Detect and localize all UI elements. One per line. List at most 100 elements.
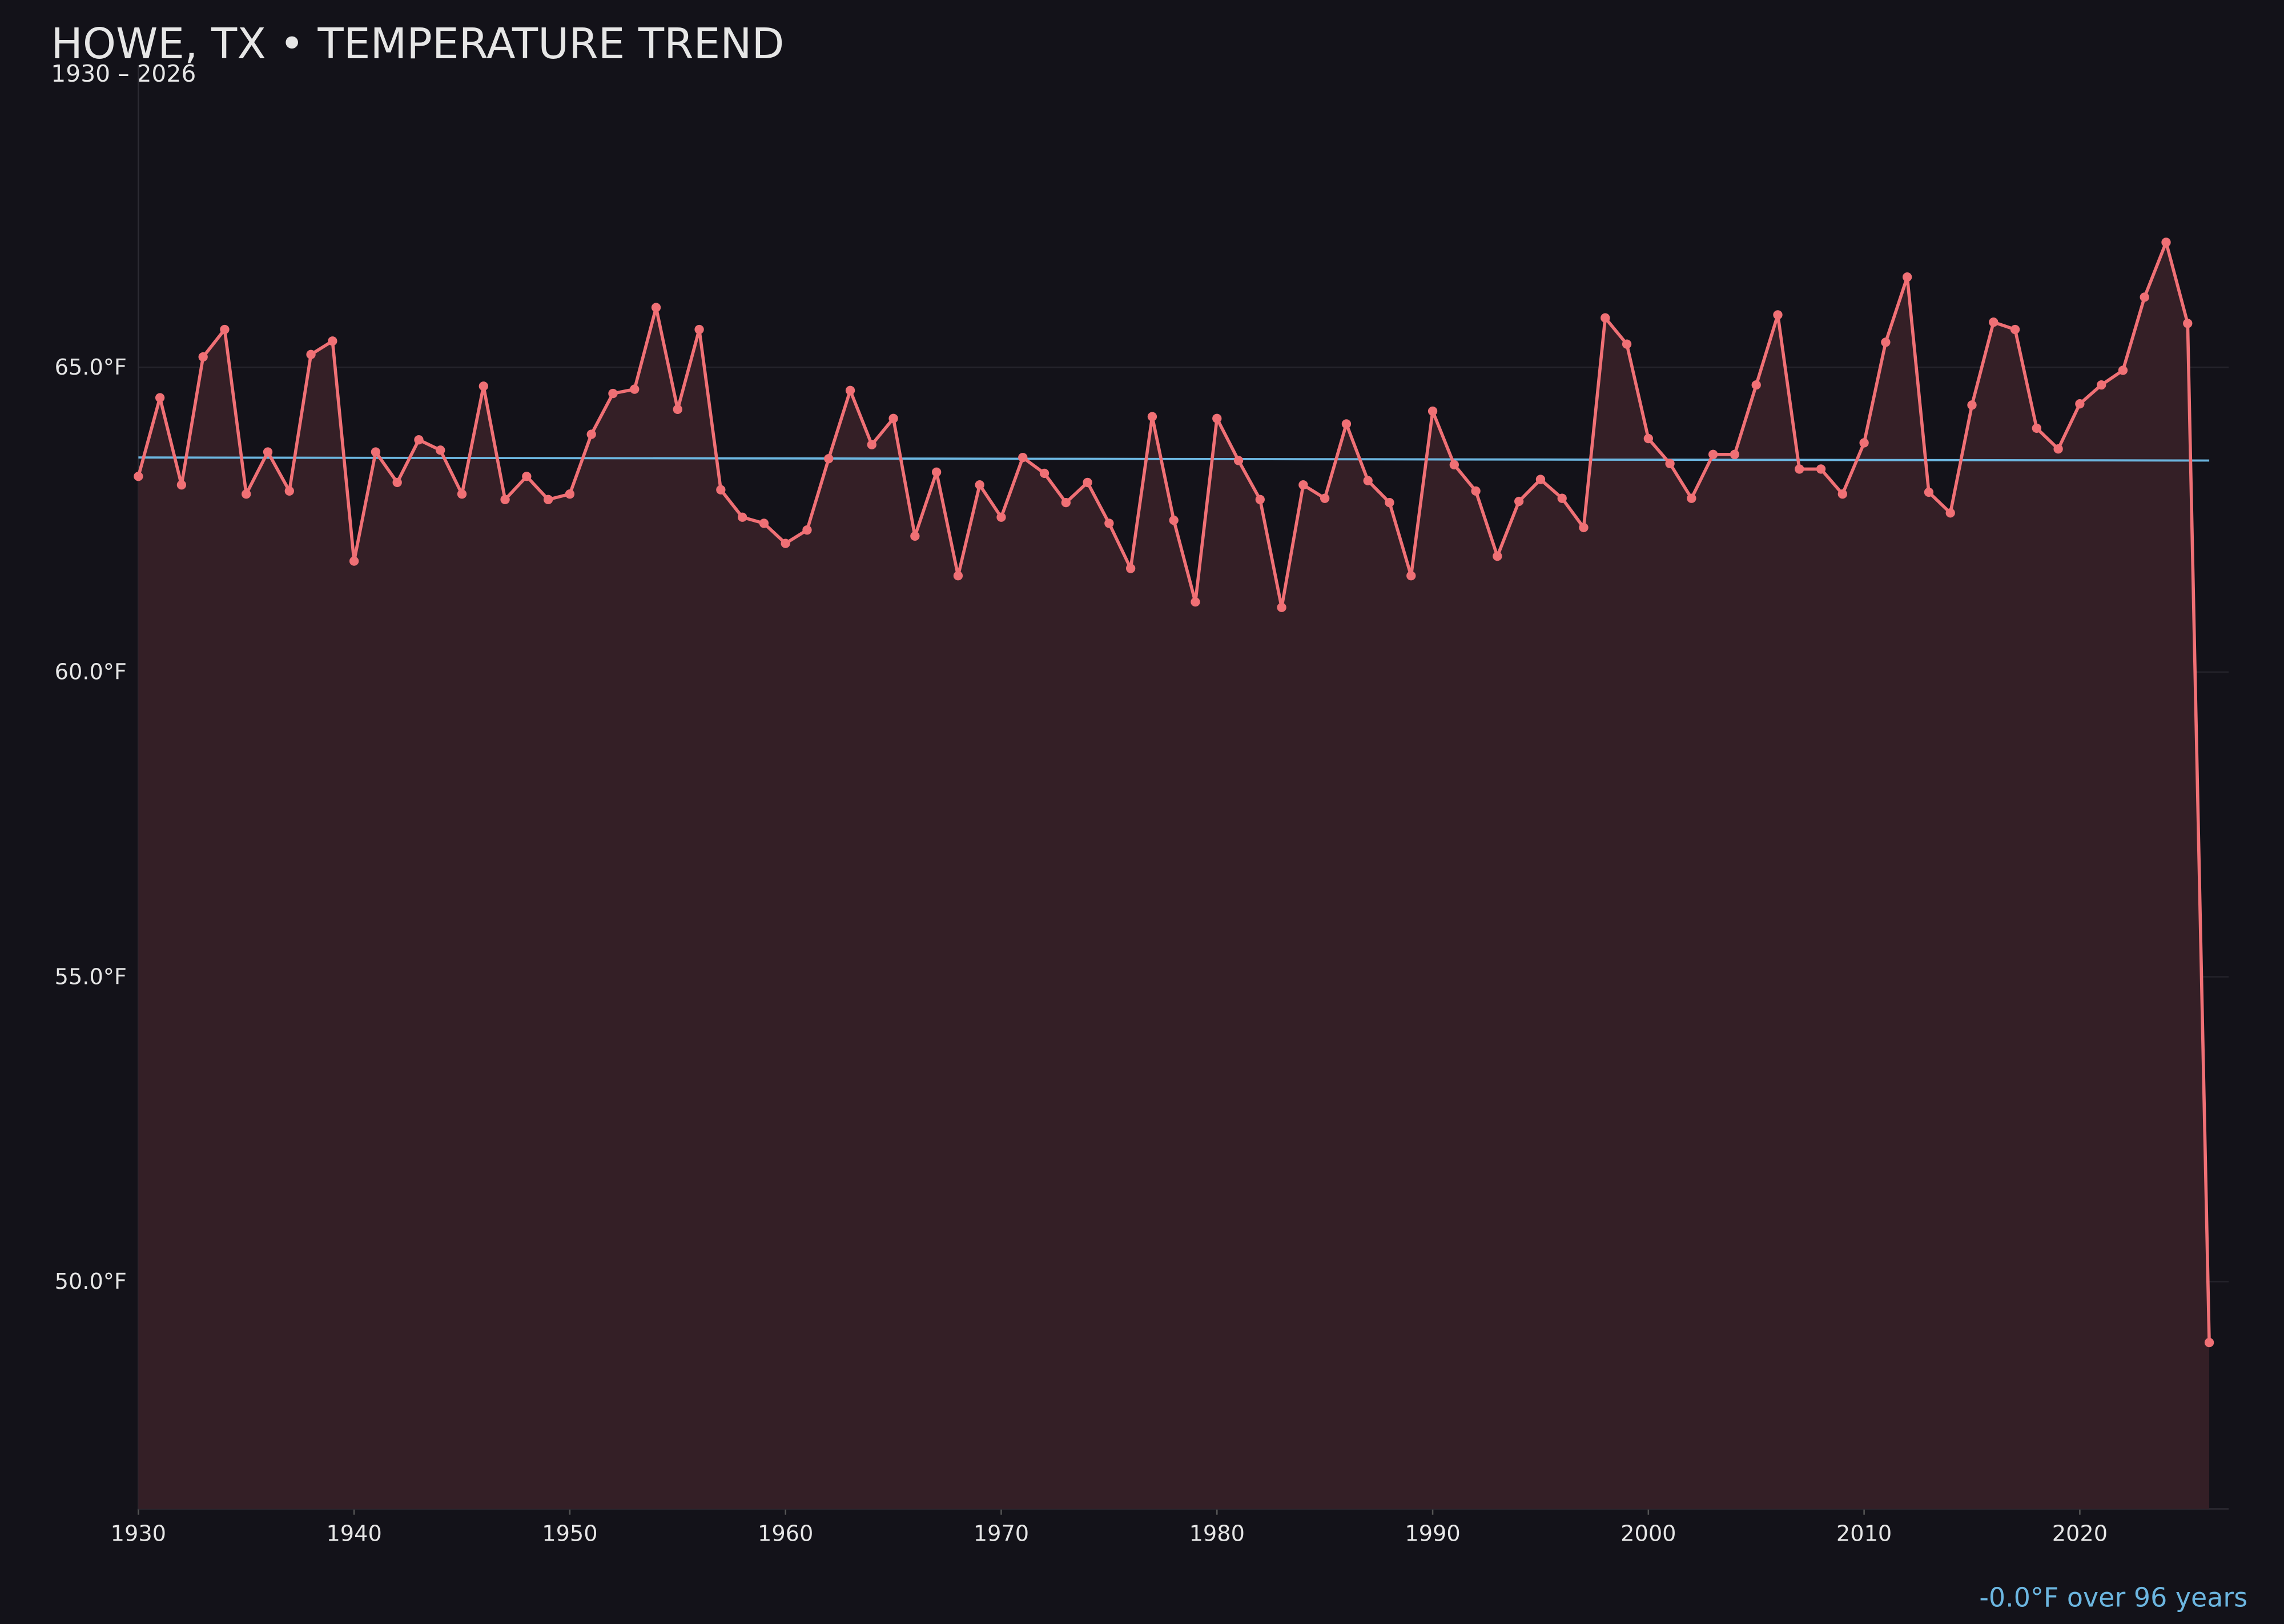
point: [1212, 413, 1222, 423]
point: [1773, 310, 1783, 320]
x-tick-label: 1980: [1189, 1521, 1245, 1547]
point: [349, 556, 359, 566]
point: [1751, 380, 1761, 390]
point: [1363, 476, 1373, 485]
point: [781, 538, 790, 548]
point: [1385, 497, 1394, 508]
point: [586, 429, 596, 439]
point: [802, 525, 812, 535]
point: [1579, 522, 1589, 533]
point: [242, 489, 251, 499]
point: [2118, 365, 2128, 375]
point: [328, 336, 337, 346]
point: [1320, 493, 1330, 503]
point: [2140, 292, 2149, 302]
point: [1104, 518, 1114, 528]
point: [2032, 423, 2041, 433]
point: [1471, 486, 1481, 496]
point: [2053, 444, 2063, 454]
point: [1881, 337, 1891, 347]
point: [931, 467, 942, 477]
point: [457, 489, 467, 499]
point: [1665, 459, 1675, 468]
point: [1601, 313, 1610, 323]
point: [176, 480, 187, 490]
point: [1795, 464, 1804, 474]
point: [478, 381, 488, 391]
x-tick-label: 1940: [326, 1521, 381, 1547]
point: [371, 447, 381, 457]
point: [1493, 551, 1502, 561]
x-tick-label: 1970: [974, 1521, 1029, 1547]
point: [651, 303, 661, 312]
point: [867, 440, 876, 449]
point: [910, 531, 920, 541]
point: [198, 352, 208, 362]
point: [1169, 515, 1179, 525]
point: [2204, 1337, 2214, 1348]
x-tick-label: 2000: [1620, 1521, 1676, 1547]
point: [1427, 406, 1438, 416]
point: [392, 477, 402, 488]
point: [1687, 493, 1696, 503]
point: [2183, 319, 2193, 328]
point: [759, 518, 769, 528]
y-tick-label: 50.0°F: [55, 1269, 127, 1295]
point: [1708, 449, 1718, 459]
point: [2010, 324, 2020, 335]
point: [414, 435, 424, 445]
trend-annotation: -0.0°F over 96 years: [1979, 1582, 2247, 1613]
point: [1449, 460, 1459, 470]
point: [1233, 456, 1244, 465]
point: [1061, 497, 1071, 508]
point: [1147, 412, 1157, 421]
point: [975, 480, 984, 490]
area: [138, 242, 2210, 1509]
point: [1191, 597, 1200, 607]
point: [2075, 399, 2085, 409]
point: [845, 385, 855, 395]
y-tick-label: 65.0°F: [55, 355, 127, 380]
point: [1298, 480, 1308, 490]
point: [155, 393, 165, 403]
point: [1730, 449, 1740, 459]
point: [953, 571, 963, 581]
point: [737, 512, 747, 522]
point: [1341, 419, 1352, 429]
point: [1514, 496, 1524, 507]
x-tick-label: 1990: [1405, 1521, 1460, 1547]
x-tick-label: 1930: [111, 1521, 166, 1547]
point: [996, 512, 1006, 522]
point: [2161, 238, 2171, 247]
chart-title: HOWE, TX • TEMPERATURE TREND: [51, 19, 784, 69]
point: [1622, 339, 1632, 349]
point: [1643, 433, 1653, 444]
point: [608, 388, 618, 399]
point: [1277, 602, 1286, 612]
point: [824, 454, 834, 464]
point: [1837, 489, 1847, 499]
point: [888, 413, 898, 423]
point: [694, 324, 704, 335]
point: [306, 349, 316, 359]
point: [1816, 464, 1826, 474]
point: [1903, 272, 1912, 282]
point: [284, 486, 294, 496]
point: [220, 324, 230, 335]
point: [1018, 452, 1028, 463]
x-tick-label: 2010: [1836, 1521, 1892, 1547]
x-tick-label: 1950: [542, 1521, 597, 1547]
point: [134, 472, 143, 481]
point: [716, 485, 726, 495]
point: [500, 495, 510, 504]
x-tick-label: 1960: [758, 1521, 813, 1547]
point: [1967, 400, 1977, 410]
point: [263, 447, 273, 457]
point: [1125, 564, 1136, 573]
point: [1945, 508, 1955, 518]
point: [1989, 317, 1998, 327]
point: [1535, 475, 1546, 484]
point: [1924, 487, 1934, 497]
